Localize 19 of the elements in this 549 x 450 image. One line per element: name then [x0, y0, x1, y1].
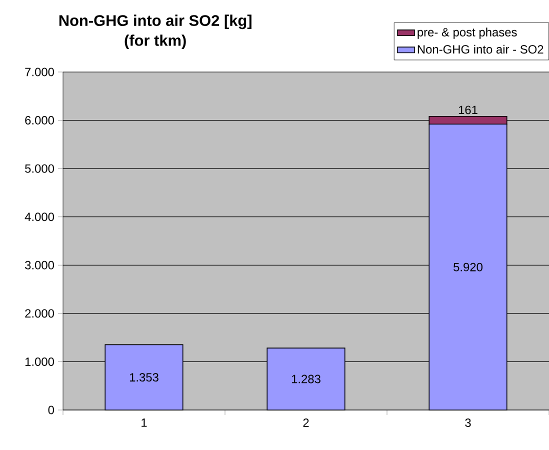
y-tick-label: 6.000 — [25, 116, 54, 125]
y-tick-label: 2.000 — [25, 309, 54, 318]
chart-subtitle: (for tkm) — [124, 34, 186, 49]
legend-label: Non-GHG into air - SO2 — [418, 44, 544, 54]
y-tick-label: 7.000 — [25, 68, 54, 76]
x-tick-label: 1 — [142, 418, 147, 427]
x-tick-label: 3 — [465, 418, 471, 427]
data-label: 5.920 — [454, 262, 482, 272]
data-label: 1.283 — [292, 374, 320, 384]
chart-title: Non-GHG into air SO2 [kg] — [59, 14, 252, 30]
legend-label: pre- & post phases — [418, 28, 517, 39]
y-tick-label: 0 — [48, 406, 54, 414]
y-tick-label: 4.000 — [24, 212, 54, 222]
data-label: 161 — [458, 106, 478, 114]
x-tick-label: 2 — [303, 418, 309, 427]
data-label: 1.353 — [130, 373, 158, 382]
y-tick-label: 1.000 — [25, 357, 54, 366]
y-tick-label: 5.000 — [25, 164, 54, 173]
y-tick-label: 3.000 — [25, 260, 54, 270]
